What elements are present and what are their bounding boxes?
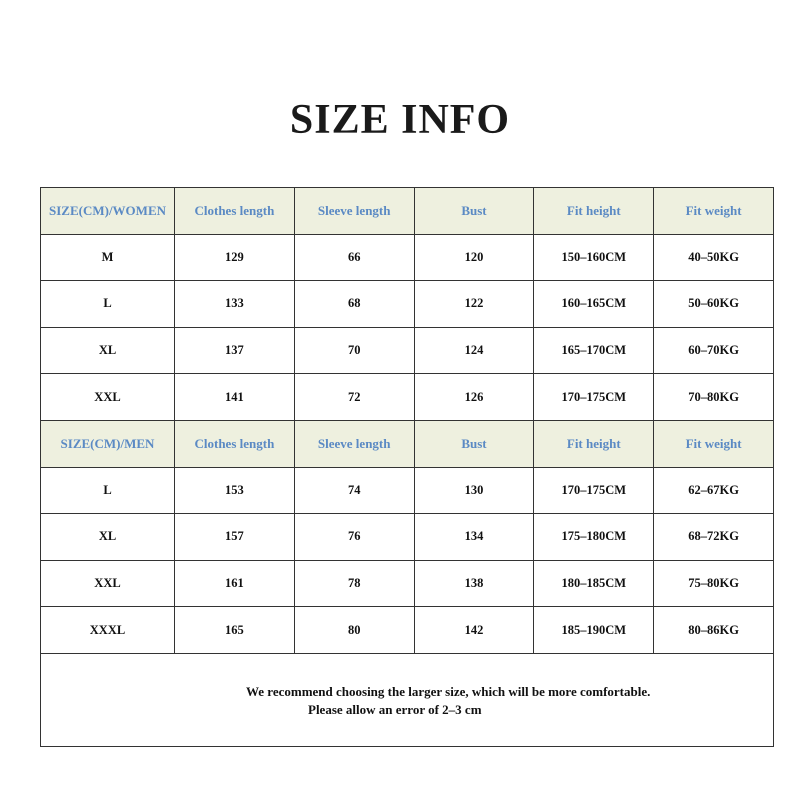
value-cell: 60–70KG [653, 326, 774, 375]
value-cell: 122 [413, 280, 535, 328]
value-cell: 120 [413, 233, 535, 282]
value-cell: 70–80KG [653, 373, 774, 421]
value-cell: 62–67KG [653, 466, 774, 515]
size-cell: XXL [40, 373, 175, 421]
value-cell: 175–180CM [533, 513, 655, 561]
size-cell: XL [40, 326, 175, 375]
value-cell: 141 [174, 373, 295, 421]
value-cell: 160–165CM [533, 280, 655, 328]
value-cell: 165–170CM [533, 326, 655, 375]
value-cell: 170–175CM [533, 466, 655, 515]
value-cell: 185–190CM [533, 606, 655, 654]
column-header: Fit weight [653, 187, 774, 235]
value-cell: 133 [174, 280, 295, 328]
column-header: Bust [413, 419, 535, 468]
value-cell: 161 [174, 559, 295, 608]
value-cell: 68 [293, 280, 415, 328]
table-row: XL 157 76 134 175–180CM 68–72KG [40, 513, 774, 561]
value-cell: 138 [413, 559, 535, 608]
value-cell: 137 [174, 326, 295, 375]
table-row: L 153 74 130 170–175CM 62–67KG [40, 466, 774, 515]
value-cell: 142 [413, 606, 535, 654]
table-row: XL 137 70 124 165–170CM 60–70KG [40, 326, 774, 375]
value-cell: 78 [293, 559, 415, 608]
value-cell: 66 [293, 233, 415, 282]
column-header: Sleeve length [293, 187, 415, 235]
value-cell: 74 [293, 466, 415, 515]
value-cell: 180–185CM [533, 559, 655, 608]
value-cell: 80 [293, 606, 415, 654]
value-cell: 134 [413, 513, 535, 561]
value-cell: 72 [293, 373, 415, 421]
size-cell: XXL [40, 559, 175, 608]
value-cell: 68–72KG [653, 513, 774, 561]
section-label: SIZE(CM)/MEN [40, 419, 175, 468]
value-cell: 165 [174, 606, 295, 654]
value-cell: 129 [174, 233, 295, 282]
value-cell: 80–86KG [653, 606, 774, 654]
value-cell: 153 [174, 466, 295, 515]
table-row: XXL 161 78 138 180–185CM 75–80KG [40, 559, 774, 608]
section-label: SIZE(CM)/WOMEN [40, 187, 175, 235]
footer-notes: We recommend choosing the larger size, w… [40, 654, 774, 747]
size-cell: M [40, 233, 175, 282]
value-cell: 150–160CM [533, 233, 655, 282]
value-cell: 130 [413, 466, 535, 515]
size-cell: XXXL [40, 606, 175, 654]
column-header: Fit height [533, 187, 655, 235]
column-header: Clothes length [174, 419, 295, 468]
column-header: Fit weight [653, 419, 774, 468]
value-cell: 126 [413, 373, 535, 421]
men-header-row: SIZE(CM)/MEN Clothes length Sleeve length B… [40, 419, 774, 468]
column-header: Fit height [533, 419, 655, 468]
page-title: SIZE INFO [289, 97, 511, 143]
recommendation-note: We recommend choosing the larger size, w… [246, 684, 651, 699]
table-row: M 129 66 120 150–160CM 40–50KG [40, 233, 774, 282]
column-header: Clothes length [174, 187, 295, 235]
value-cell: 124 [413, 326, 535, 375]
table-row: XXXL 165 80 142 185–190CM 80–86KG [40, 606, 774, 654]
column-header: Bust [413, 187, 535, 235]
size-cell: XL [40, 513, 175, 561]
table-row: L 133 68 122 160–165CM 50–60KG [40, 280, 774, 328]
size-cell: L [40, 280, 175, 328]
value-cell: 70 [293, 326, 415, 375]
value-cell: 50–60KG [653, 280, 774, 328]
women-header-row: SIZE(CM)/WOMEN Clothes length Sleeve lengt… [40, 187, 774, 235]
value-cell: 40–50KG [653, 233, 774, 282]
value-cell: 76 [293, 513, 415, 561]
value-cell: 157 [174, 513, 295, 561]
error-note: Please allow an error of 2–3 cm [308, 702, 482, 717]
size-table: SIZE(CM)/WOMEN Clothes length Sleeve lengt… [40, 187, 774, 654]
value-cell: 170–175CM [533, 373, 655, 421]
size-cell: L [40, 466, 175, 515]
table-row: XXL 141 72 126 170–175CM 70–80KG [40, 373, 774, 421]
value-cell: 75–80KG [653, 559, 774, 608]
column-header: Sleeve length [293, 419, 415, 468]
